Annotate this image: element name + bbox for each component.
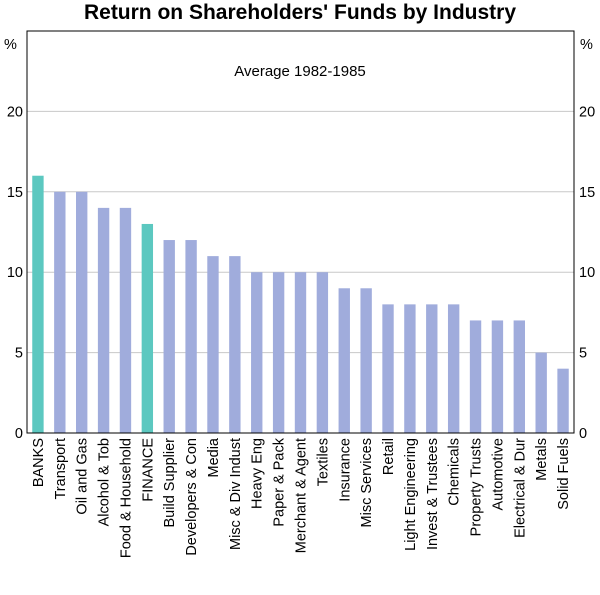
category-label: Invest & Trustees <box>425 438 441 550</box>
category-label: Retail <box>381 438 397 475</box>
category-label: Automotive <box>490 438 506 511</box>
y-tick-left-15: 15 <box>7 185 23 201</box>
bar-paper-pack <box>272 272 285 433</box>
category-label: Heavy Eng <box>250 438 266 509</box>
bar-finance <box>141 223 154 433</box>
y-ticks: 0 0 5 5 10 10 15 15 20 20 <box>7 104 595 442</box>
bar-banks <box>32 175 44 433</box>
bar-electrical-dur <box>513 320 525 433</box>
bar-merchant-agent <box>294 272 307 433</box>
bar-invest-trustees <box>426 304 438 433</box>
bar-media <box>207 256 219 433</box>
category-label: BANKS <box>31 438 47 487</box>
bar-developers-con <box>185 240 197 433</box>
y-unit-right: % <box>580 37 593 53</box>
y-tick-right-10: 10 <box>579 265 595 281</box>
bar-build-supplier <box>163 240 175 433</box>
category-label: Paper & Pack <box>272 437 288 526</box>
y-tick-left-0: 0 <box>15 426 23 442</box>
category-label: Light Engineering <box>403 438 419 551</box>
bar-metals <box>535 352 547 433</box>
y-tick-right-20: 20 <box>579 104 595 120</box>
bar-transport <box>54 191 66 433</box>
y-tick-right-5: 5 <box>579 346 587 362</box>
bar-automotive <box>491 320 504 433</box>
category-label: Alcohol & Tob <box>97 438 113 526</box>
bar-oil-and-gas <box>76 191 88 433</box>
bar-insurance <box>338 288 350 433</box>
category-label: Electrical & Dur <box>512 438 528 538</box>
chart-subtitle: Average 1982-1985 <box>234 63 366 80</box>
bar-property-trusts <box>469 320 482 433</box>
category-label: Chemicals <box>447 438 463 506</box>
category-label: FINANCE <box>140 438 156 502</box>
bar-solid-fuels <box>557 368 569 433</box>
category-label: Solid Fuels <box>556 438 572 510</box>
chart-title: Return on Shareholders' Funds by Industr… <box>83 1 517 24</box>
y-unit-left: % <box>4 37 17 53</box>
category-label: Build Supplier <box>162 438 178 528</box>
category-label: Textiles <box>315 438 331 486</box>
y-tick-right-15: 15 <box>579 185 595 201</box>
bar-heavy-eng <box>251 272 263 433</box>
category-label: Property Trusts <box>469 438 485 536</box>
bar-chemicals <box>447 304 460 433</box>
bars <box>32 175 569 433</box>
category-label: Misc Services <box>359 438 375 527</box>
category-label: Metals <box>534 438 550 481</box>
category-label: Merchant & Agent <box>294 438 310 553</box>
bar-light-engineering <box>404 304 416 433</box>
category-label: Developers & Con <box>184 438 200 556</box>
y-tick-right-0: 0 <box>579 426 587 442</box>
plot-frame <box>26 30 575 434</box>
bar-textiles <box>316 272 329 433</box>
category-label: Transport <box>53 438 69 500</box>
category-label: Media <box>206 437 222 477</box>
bar-alcohol-tob <box>97 207 110 433</box>
category-label: Misc & Div Indust <box>228 438 244 550</box>
bar-food-household <box>119 207 132 433</box>
y-tick-left-10: 10 <box>7 265 23 281</box>
bar-retail <box>382 304 394 433</box>
bar-misc-div-indust <box>229 256 241 433</box>
category-label: Oil and Gas <box>75 438 91 515</box>
category-label: Food & Household <box>118 438 134 558</box>
y-tick-left-5: 5 <box>15 346 23 362</box>
category-label: Insurance <box>337 438 353 502</box>
y-tick-left-20: 20 <box>7 104 23 120</box>
category-labels: BANKS Transport Oil and Gas Alcohol & Tob Fo… <box>31 437 572 558</box>
bar-misc-services <box>360 288 372 433</box>
